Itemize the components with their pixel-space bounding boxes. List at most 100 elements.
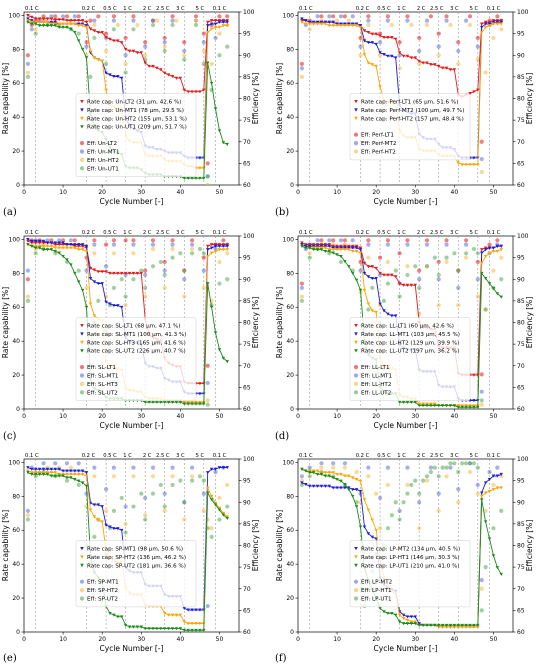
panel-5-eff-sp-mt1-point-19 <box>205 603 210 609</box>
panel-3-legend-eff-label-3: Eff: SL-UT2 <box>87 390 118 396</box>
panel-5-legend <box>75 540 197 608</box>
panel-1-eff-un-mt1-point-12 <box>143 44 148 49</box>
panel-6-rate-lp-mt2-point-14 <box>354 488 359 492</box>
panel-6-rate-lp-ut1-point-11 <box>343 483 347 487</box>
panel-2-rate-perf-lt1-point-21 <box>382 36 386 40</box>
panel-1-eff-un-mt1-point-13 <box>150 18 156 23</box>
panel-3-eff-sl-mt1-point-3 <box>57 238 62 243</box>
panel-3-eff-sl-ht3-point-14 <box>162 285 167 290</box>
panel-3-rate-sl-ht3-point-42 <box>190 400 194 404</box>
panel-5-rate-sp-ut2-point-10 <box>65 476 69 480</box>
panel-3-rate-sl-ut2-point-31 <box>147 400 151 404</box>
panel-1-rate-un-lt2-point-30 <box>143 61 147 65</box>
panel-5-rate-sp-ut2-point-13 <box>77 479 81 483</box>
panel-4-rate-ll-ut2-point-51 <box>499 295 503 299</box>
panel-2-legend <box>349 93 471 161</box>
panel-4-eff-ll-lt1-point-2 <box>319 238 324 243</box>
panel-6-rate-lp-ut1-point-40 <box>456 623 460 627</box>
panel-1-legend <box>75 93 197 177</box>
panel-1-rate-un-lt2-point-8 <box>57 18 61 22</box>
panel-4-rate-ll-ut2-point-12 <box>347 265 351 269</box>
panel-1-y2tick-label-2: 70 <box>243 139 251 146</box>
panel-5-rate-sp-ht2-point-41 <box>186 622 190 626</box>
panel-6-rate-lp-mt2-point-18 <box>370 535 374 539</box>
panel-4-rate-ll-mt1-point-20 <box>378 302 382 306</box>
panel-6-rate-label-4: 2 C <box>417 453 426 459</box>
panel-2-eff-perf-ht2-point-20 <box>491 35 496 41</box>
panel-3-rate-sl-ut2-point-40 <box>182 402 186 406</box>
panel-5-rate-sp-ut2-point-1 <box>30 472 34 476</box>
panel-5-y2tick-label-2: 70 <box>243 586 251 593</box>
panel-3-eff-sl-ut2-point-0 <box>25 298 31 303</box>
panel-3-rate-sl-ht3-point-12 <box>73 246 77 250</box>
panel-1-xtick-label-4: 40 <box>177 189 185 196</box>
panel-4-eff-ll-ut2-point-23 <box>456 268 461 273</box>
panel-2-legend-eff-label-2: Eff: Perf-HT2 <box>361 150 396 156</box>
panel-1-rate-un-ht2-point-50 <box>221 24 226 28</box>
panel-label-a: (a) <box>3 207 17 218</box>
panel-1-legend-eff-label-1: Eff: Un-MT1 <box>87 150 120 156</box>
panel-6-ytick-label-0: 0 <box>290 629 294 636</box>
panel-3-rate-sl-mt1-point-5 <box>45 241 50 245</box>
panel-5-eff-sp-ht2-point-21 <box>225 482 230 488</box>
panel-1-rate-un-ut1-point-6 <box>49 24 54 28</box>
panel-4-eff-ll-ht2-point-1 <box>307 251 312 256</box>
panel-6-eff-lp-mt2-point-3 <box>331 461 336 466</box>
panel-1-rate-un-lt2-point-43 <box>194 90 198 94</box>
panel-3-rate-sl-lt1-point-23 <box>116 271 120 276</box>
panel-2-eff-perf-ht2-point-21 <box>499 27 504 32</box>
panel-6-xtick-label-0: 0 <box>296 636 300 643</box>
panel-6-rate-lp-mt2-point-46 <box>480 491 484 495</box>
panel-3-rate-sl-ht3-point-15 <box>84 249 89 253</box>
panel-4-y2tick-label-8: 100 <box>517 233 529 240</box>
panel-1-rate-un-lt2-point-26 <box>127 49 132 53</box>
panel-4-legend-rate-marker-3 <box>354 349 358 353</box>
panel-2-rate-perf-ht2-point-42 <box>464 163 468 167</box>
panel-2-eff-perf-lt1-point-16 <box>467 14 473 19</box>
panel-4-rate-ll-ht2-point-40 <box>456 404 460 408</box>
panel-3-eff-sl-lt1-point-0 <box>25 277 31 282</box>
panel-3-rate-sl-mt1-point-19 <box>100 282 104 286</box>
panel-4-eff-ll-mt1-point-5 <box>350 238 355 243</box>
panel-3-eff-sl-lt1-point-7 <box>92 238 97 243</box>
panel-3-rate-label-8: 0.1 C <box>213 230 227 236</box>
panel-3-eff-sl-ut2-point-22 <box>178 251 183 256</box>
panel-3-eff-sl-ht3-point-16 <box>182 294 187 299</box>
panel-3-eff-sl-ht3-point-18 <box>201 285 206 290</box>
panel-3-eff-sl-ut2-point-23 <box>182 268 187 273</box>
panel-2-rate-perf-mt2-point-7 <box>327 20 331 24</box>
panel-4-ytick-label-0: 0 <box>290 406 294 413</box>
panel-4-eff-ll-mt1-point-15 <box>444 242 449 247</box>
panel-6-eff-lp-ut1-point-38 <box>483 565 488 570</box>
panel-1-rate-un-mt1-point-14 <box>80 22 85 26</box>
panel-1-eff-un-lt2-point-16 <box>162 35 167 41</box>
panel-5-rate-sp-mt1-point-24 <box>120 528 124 532</box>
panel-4-eff-ll-mt1-point-6 <box>358 268 363 273</box>
panel-1-rate-label-8: 0.1 C <box>213 6 227 12</box>
panel-2-rate-perf-lt1-point-16 <box>362 29 367 33</box>
panel-5-rate-sp-ut2-point-21 <box>108 611 112 616</box>
panel-4-rate-ll-lt1-point-47 <box>483 246 488 250</box>
panel-4-eff-ll-lt1-point-7 <box>377 255 383 260</box>
panel-6-rate-lp-mt2-point-13 <box>351 488 355 492</box>
panel-6-ytick-label-1: 20 <box>286 595 294 602</box>
panel-6-eff-lp-ht1-point-2 <box>319 465 324 470</box>
panel-1-rate-un-lt2-point-6 <box>49 17 54 21</box>
panel-4-rate-ll-mt1-point-50 <box>495 244 500 248</box>
panel-6-rate-lp-ut1-point-27 <box>405 622 410 626</box>
panel-3-eff-sl-lt1-point-17 <box>189 238 195 243</box>
panel-1-rate-un-ut1-point-0 <box>26 20 30 24</box>
panel-3-y2tick-label-8: 100 <box>243 233 255 240</box>
panel-4-rate-ll-lt1-point-20 <box>378 271 382 276</box>
panel-6-rate-lp-ht1-point-4 <box>315 469 320 473</box>
panel-4-rate-ll-mt1-point-13 <box>351 246 355 250</box>
panel-2-ytick-label-0: 0 <box>290 182 294 189</box>
panel-6-rate-lp-ut1-point-22 <box>386 611 390 616</box>
panel-6-eff-lp-ut1-point-1 <box>307 474 312 479</box>
panel-3-y2tick-label-0: 60 <box>243 406 251 413</box>
panel-6-y2tick-label-7: 95 <box>517 478 525 485</box>
panel-3-rate-sl-ht3-point-51 <box>225 248 229 252</box>
panel-2-rate-perf-lt1-point-37 <box>444 66 449 70</box>
panel-4-rate-ll-ut2-point-46 <box>480 271 484 276</box>
panel-3-rate-sl-lt1-point-44 <box>198 382 202 386</box>
